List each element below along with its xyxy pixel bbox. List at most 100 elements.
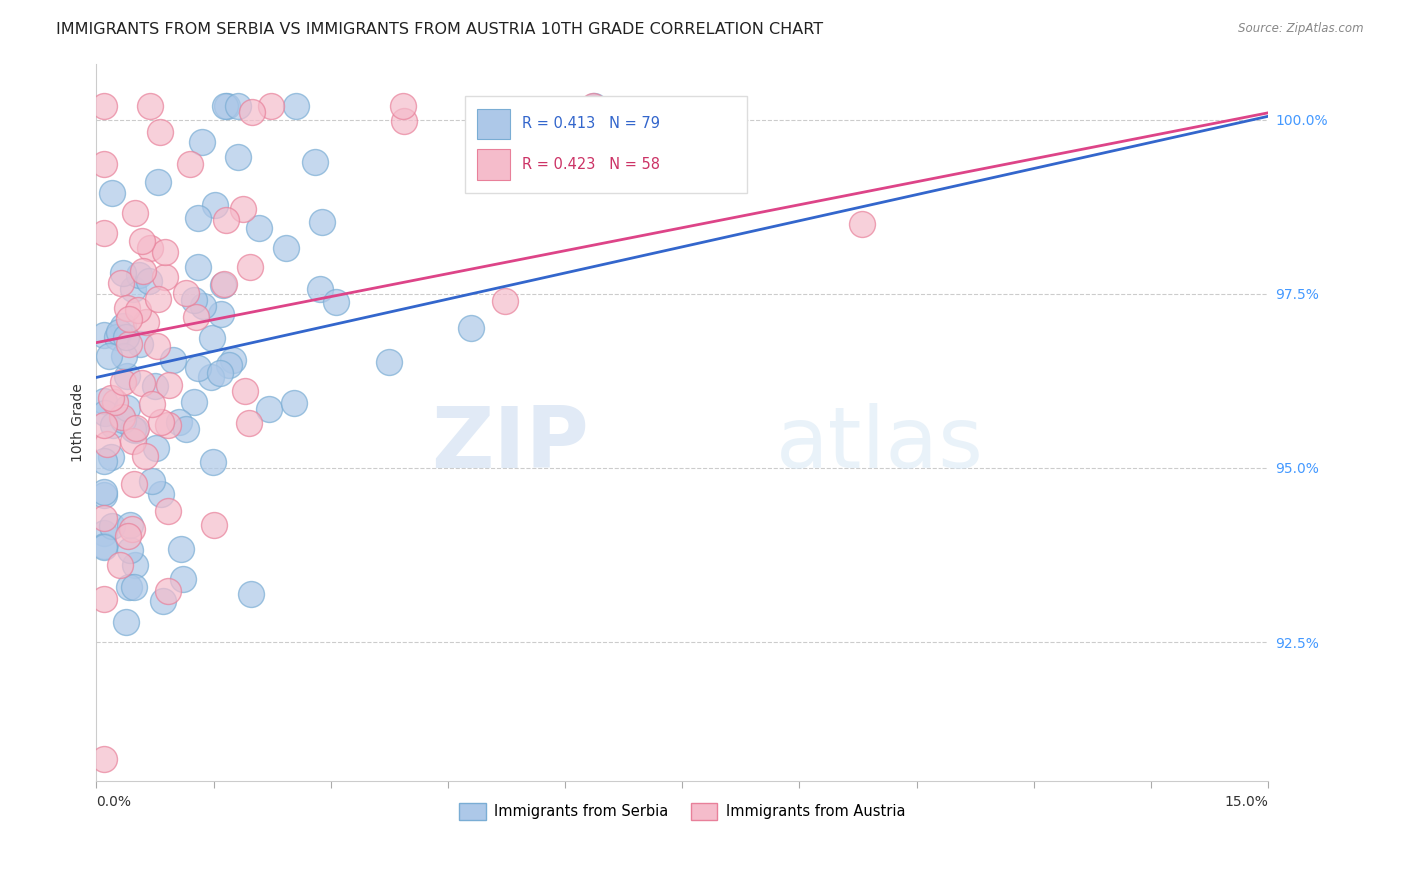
- Bar: [477, 150, 510, 179]
- Point: [226, 99, 249, 113]
- Point: [93, 752, 115, 766]
- Point: [167, 415, 190, 429]
- Point: [94, 406, 117, 420]
- Point: [128, 268, 150, 282]
- Point: [214, 99, 236, 113]
- Bar: [477, 109, 510, 138]
- Point: [215, 99, 238, 113]
- Point: [179, 157, 201, 171]
- Point: [138, 99, 160, 113]
- Point: [149, 125, 172, 139]
- Point: [93, 327, 115, 342]
- Point: [157, 378, 180, 392]
- Point: [153, 270, 176, 285]
- Point: [494, 294, 516, 309]
- Point: [238, 416, 260, 430]
- Point: [157, 504, 180, 518]
- Point: [851, 217, 873, 231]
- Point: [117, 580, 139, 594]
- Point: [93, 592, 115, 607]
- Point: [391, 99, 413, 113]
- Point: [170, 541, 193, 556]
- Point: [149, 415, 172, 429]
- Point: [122, 434, 145, 449]
- Text: atlas: atlas: [776, 402, 984, 486]
- Point: [152, 594, 174, 608]
- Point: [309, 282, 332, 296]
- Point: [187, 360, 209, 375]
- Point: [97, 349, 120, 363]
- Point: [183, 395, 205, 409]
- Point: [201, 331, 224, 345]
- Point: [200, 370, 222, 384]
- Point: [145, 441, 167, 455]
- Point: [120, 518, 142, 533]
- Point: [100, 391, 122, 405]
- Point: [172, 572, 194, 586]
- Point: [204, 198, 226, 212]
- Point: [221, 353, 243, 368]
- Point: [240, 104, 263, 119]
- Point: [134, 449, 156, 463]
- Point: [131, 234, 153, 248]
- Point: [93, 99, 115, 113]
- Text: ZIP: ZIP: [430, 402, 589, 486]
- Point: [118, 337, 141, 351]
- Point: [145, 338, 167, 352]
- Point: [141, 475, 163, 489]
- Point: [127, 303, 149, 318]
- Point: [124, 423, 146, 437]
- Point: [460, 320, 482, 334]
- Point: [378, 355, 401, 369]
- Text: IMMIGRANTS FROM SERBIA VS IMMIGRANTS FROM AUSTRIA 10TH GRADE CORRELATION CHART: IMMIGRANTS FROM SERBIA VS IMMIGRANTS FRO…: [56, 22, 824, 37]
- Point: [156, 584, 179, 599]
- Point: [233, 384, 256, 399]
- Point: [285, 99, 308, 113]
- Point: [96, 437, 118, 451]
- Point: [155, 245, 177, 260]
- Point: [247, 221, 270, 235]
- Point: [93, 485, 115, 500]
- Point: [124, 206, 146, 220]
- Point: [212, 277, 235, 291]
- Text: Source: ZipAtlas.com: Source: ZipAtlas.com: [1239, 22, 1364, 36]
- Point: [276, 241, 298, 255]
- Point: [146, 292, 169, 306]
- Point: [93, 453, 115, 467]
- Point: [121, 422, 143, 436]
- Point: [149, 487, 172, 501]
- Point: [111, 409, 134, 424]
- Point: [209, 307, 232, 321]
- Point: [117, 401, 139, 415]
- Point: [232, 202, 254, 216]
- Text: R = 0.413   N = 79: R = 0.413 N = 79: [522, 116, 659, 131]
- Point: [582, 99, 605, 113]
- Legend: Immigrants from Serbia, Immigrants from Austria: Immigrants from Serbia, Immigrants from …: [454, 797, 911, 826]
- Point: [218, 359, 240, 373]
- Point: [93, 417, 115, 432]
- Point: [202, 517, 225, 532]
- Point: [111, 318, 134, 333]
- Point: [190, 135, 212, 149]
- Point: [93, 226, 115, 240]
- Point: [184, 310, 207, 325]
- Point: [118, 543, 141, 558]
- Point: [117, 529, 139, 543]
- Point: [239, 586, 262, 600]
- Point: [93, 541, 115, 555]
- Point: [583, 99, 606, 113]
- Point: [239, 260, 262, 275]
- Point: [187, 260, 209, 274]
- Point: [93, 488, 115, 502]
- Point: [104, 394, 127, 409]
- Point: [212, 278, 235, 293]
- Point: [162, 352, 184, 367]
- Point: [103, 417, 125, 432]
- Point: [124, 558, 146, 572]
- Point: [392, 114, 415, 128]
- Point: [115, 301, 138, 315]
- Point: [311, 215, 333, 229]
- Point: [257, 402, 280, 417]
- Point: [100, 450, 122, 464]
- Point: [191, 299, 214, 313]
